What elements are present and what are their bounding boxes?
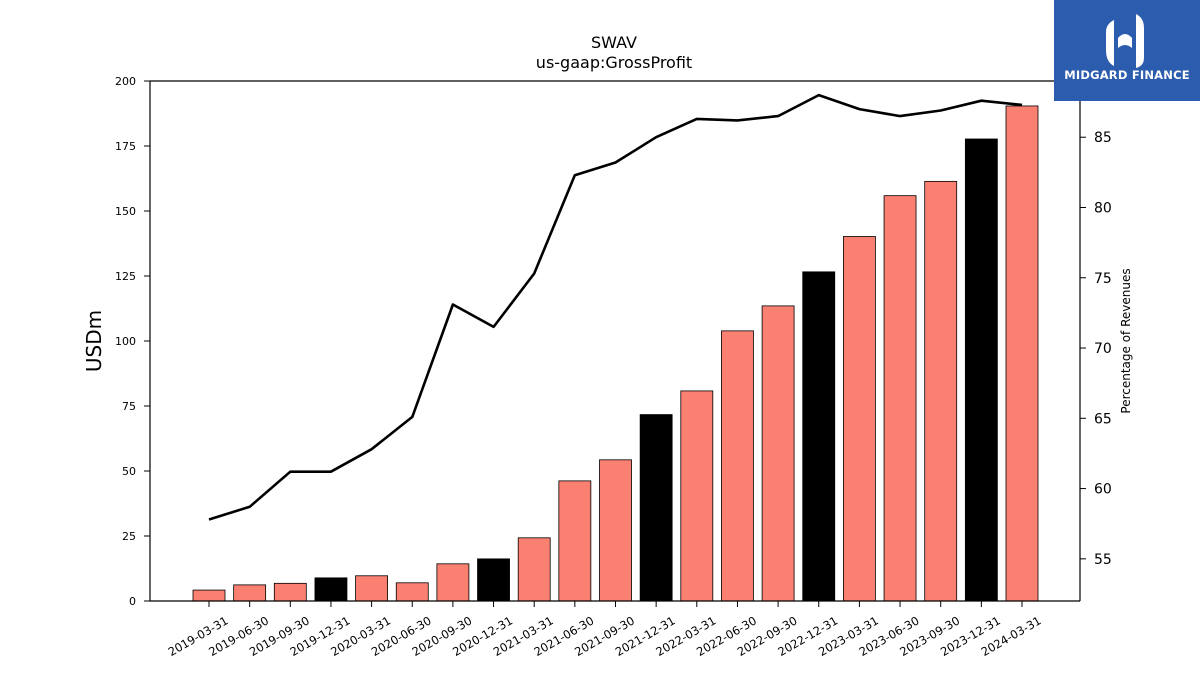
bar-2023-03-31 [843, 236, 876, 602]
chart-title: SWAV [591, 33, 637, 52]
logo: MIDGARD FINANCE [1054, 0, 1200, 101]
y-tick-label: 150 [115, 205, 136, 218]
y2-axis-label: Percentage of Revenues [1119, 268, 1133, 413]
y-tick-label: 200 [115, 75, 136, 88]
bar-2020-06-30 [395, 582, 429, 602]
y-tick-label: 75 [122, 400, 136, 413]
bar-2023-09-30 [924, 180, 958, 602]
bar-2021-09-30 [599, 459, 632, 602]
bar-2023-12-31 [964, 138, 998, 602]
bar-2020-09-30 [436, 563, 470, 602]
y-tick-label: 50 [122, 465, 136, 478]
bar-2022-03-31 [680, 390, 714, 602]
y2-tick-label: 60 [1094, 482, 1112, 498]
bar-2022-06-30 [721, 330, 754, 602]
y-tick-label: 175 [115, 140, 136, 153]
logo-mark-icon [1106, 14, 1144, 68]
bar-2019-03-31 [192, 589, 226, 602]
y-tick-label: 125 [115, 270, 136, 283]
y-tick-label: 25 [122, 530, 136, 543]
line-layer [208, 93, 1023, 521]
bar-2023-06-30 [883, 195, 917, 602]
y-tick-label: 100 [115, 335, 136, 348]
y-axis-label: USDm [82, 310, 106, 372]
chart-subtitle: us-gaap:GrossProfit [536, 53, 692, 72]
bar-2022-12-31 [802, 271, 836, 602]
bar-2019-12-31 [314, 577, 348, 602]
bar-2020-12-31 [477, 558, 510, 602]
bar-2021-06-30 [558, 480, 592, 602]
bar-2019-06-30 [233, 584, 267, 602]
bar-2024-03-31 [1005, 105, 1039, 602]
y2-tick-label: 75 [1094, 271, 1112, 287]
y2-tick-label: 80 [1094, 200, 1112, 216]
bar-2021-12-31 [639, 414, 673, 602]
bar-2022-09-30 [761, 305, 795, 602]
bar-2019-09-30 [273, 582, 307, 602]
y2-tick-label: 55 [1094, 552, 1112, 568]
y2-tick-label: 85 [1094, 130, 1112, 146]
bar-2021-03-31 [517, 537, 551, 602]
logo-text: MIDGARD FINANCE [1064, 68, 1190, 82]
bars-group [192, 105, 1039, 602]
y2-tick-label: 65 [1094, 411, 1112, 427]
y-tick-label: 0 [129, 595, 136, 608]
y2-tick-label: 70 [1094, 341, 1112, 357]
bar-2020-03-31 [355, 575, 389, 602]
